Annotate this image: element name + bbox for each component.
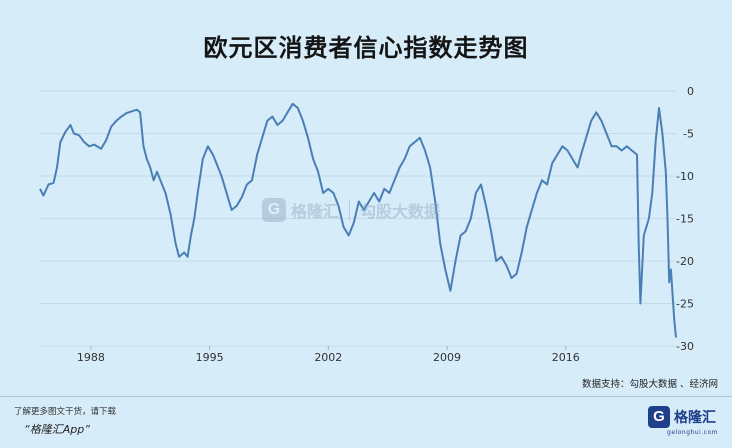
x-tick-label: 1995 [196,351,224,364]
x-tick-label: 1988 [77,351,105,364]
footer-note: 了解更多图文干货，请下载 [14,407,117,417]
series-line [39,102,677,338]
footer-app-name: “格隆汇App” [24,423,90,436]
x-tick-label: 2002 [314,351,342,364]
y-tick-label: -5 [683,128,694,141]
y-tick-label: -10 [676,170,694,183]
y-tick-label: -20 [676,255,694,268]
brand-logo: G 格隆汇 [648,406,716,428]
chart-title: 欧元区消费者信心指数走势图 [203,34,529,62]
brand-url: gelonghui.com [667,429,718,436]
watermark-brand-name: 格隆汇 [291,202,340,221]
y-tick-label: -30 [676,340,694,353]
brand-logo-icon: G [648,406,670,428]
x-tick-label: 2009 [433,351,461,364]
data-source: 数据支持：勾股大数据 、经济网 [581,379,718,390]
y-tick-label: -15 [676,213,694,226]
watermark: G 格隆汇 勾股大数据 [262,198,440,222]
footer-divider [0,396,732,397]
brand-name: 格隆汇 [674,410,716,426]
y-tick-label: -25 [676,298,694,311]
watermark-text: 勾股大数据 [360,202,441,221]
watermark-separator [349,199,351,221]
y-tick-label: 0 [687,85,694,98]
watermark-logo-icon: G [262,198,286,222]
x-tick-label: 2016 [552,351,580,364]
